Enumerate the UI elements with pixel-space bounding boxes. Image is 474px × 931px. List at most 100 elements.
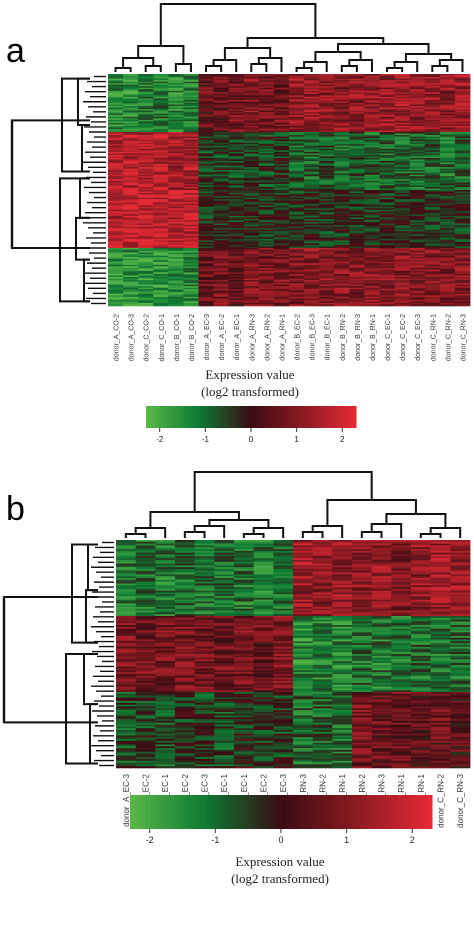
heatmap-cell: [394, 240, 411, 243]
heatmap-cell: [153, 157, 169, 160]
heatmap-cell: [273, 619, 294, 622]
heatmap-cell: [228, 196, 245, 198]
heatmap-cell: [214, 563, 235, 566]
heatmap-cell: [394, 255, 411, 258]
heatmap-cell: [108, 125, 124, 128]
heatmap-cell: [334, 254, 350, 256]
heatmap-cell: [411, 540, 432, 543]
heatmap-cell: [394, 121, 411, 124]
heatmap-cell: [349, 148, 365, 151]
heatmap-cell: [450, 563, 471, 566]
heatmap-cell: [168, 293, 184, 296]
heatmap-cell: [289, 153, 305, 156]
heatmap-cell: [332, 594, 353, 597]
heatmap-cell: [243, 128, 260, 131]
heatmap-cell: [411, 610, 432, 613]
heatmap-cell: [228, 119, 245, 122]
heatmap-cell: [213, 75, 230, 78]
heatmap-cell: [183, 251, 199, 253]
heatmap-cell: [228, 304, 245, 307]
heatmap-cell: [334, 191, 350, 194]
heatmap-cell: [332, 648, 353, 651]
heatmap-cell: [349, 299, 365, 302]
heatmap-cell: [332, 554, 353, 557]
heatmap-cell: [194, 576, 215, 579]
heatmap-cell: [424, 196, 441, 198]
heatmap-cell: [454, 106, 471, 108]
heatmap-cell: [273, 563, 294, 566]
heatmap-cell: [289, 235, 305, 238]
heatmap-cell: [243, 211, 260, 214]
heatmap-cell: [213, 110, 230, 113]
heatmap-cell: [304, 217, 320, 220]
heatmap-cell: [379, 148, 395, 151]
heatmap-cell: [304, 84, 320, 87]
heatmap-cell: [454, 205, 471, 208]
heatmap-cell: [430, 637, 451, 640]
heatmap-cell: [450, 605, 471, 608]
heatmap-cell: [183, 118, 199, 121]
heatmap-cell: [319, 229, 335, 232]
heatmap-cell: [332, 561, 353, 564]
heatmap-cell: [258, 177, 275, 180]
heatmap-cell: [213, 277, 230, 279]
heatmap-cell: [334, 240, 350, 243]
heatmap-cell: [175, 643, 196, 646]
heatmap-cell: [454, 154, 471, 157]
heatmap-cell: [334, 232, 350, 235]
heatmap-cell: [175, 655, 196, 658]
heatmap-cell: [439, 104, 456, 107]
heatmap-cell: [319, 164, 335, 166]
heatmap-cell: [304, 197, 320, 200]
heatmap-cell: [319, 295, 335, 298]
heatmap-cell: [409, 290, 426, 293]
heatmap-cell: [228, 132, 245, 134]
heatmap-cell: [273, 161, 290, 163]
heatmap-cell: [352, 632, 373, 635]
heatmap-cell: [379, 113, 395, 116]
heatmap-cell: [304, 302, 320, 305]
heatmap-cell: [253, 574, 274, 577]
heatmap-cell: [312, 543, 333, 546]
heatmap-cell: [198, 292, 214, 295]
heatmap-cell: [304, 110, 320, 113]
heatmap-cell: [153, 107, 169, 110]
heatmap-cell: [379, 293, 395, 296]
heatmap-cell: [364, 246, 380, 249]
heatmap-cell: [379, 257, 395, 259]
heatmap-cell: [424, 304, 441, 307]
heatmap-cell: [304, 141, 320, 143]
heatmap-cell: [304, 147, 320, 150]
heatmap-cell: [424, 132, 441, 134]
heatmap-cell: [319, 183, 335, 186]
heatmap-cell: [319, 244, 335, 247]
heatmap-cell: [138, 173, 154, 176]
heatmap-cell: [409, 254, 426, 256]
heatmap-cell: [424, 157, 441, 160]
heatmap-cell: [213, 232, 230, 235]
heatmap-cell: [349, 138, 365, 140]
heatmap-cell: [198, 229, 214, 232]
heatmap-cell: [175, 541, 196, 544]
heatmap-cell: [430, 605, 451, 608]
heatmap-cell: [116, 608, 137, 611]
heatmap-cell: [138, 200, 154, 203]
heatmap-cell: [409, 153, 426, 156]
heatmap-cell: [379, 138, 395, 140]
heatmap-cell: [439, 171, 456, 174]
heatmap-cell: [450, 572, 471, 575]
heatmap-cell: [168, 186, 184, 189]
heatmap-cell: [411, 634, 432, 637]
heatmap-cell: [424, 121, 441, 124]
heatmap-cell: [424, 173, 441, 176]
heatmap-cell: [243, 249, 260, 252]
heatmap-cell: [155, 581, 176, 584]
heatmap-cell: [394, 278, 411, 281]
heatmap-cell: [155, 623, 176, 626]
heatmap-cell: [198, 183, 214, 186]
heatmap-cell: [138, 269, 154, 272]
heatmap-cell: [409, 127, 426, 130]
heatmap-cell: [253, 637, 274, 640]
colorbar-swatch: [237, 406, 241, 428]
heatmap-cell: [108, 205, 124, 208]
